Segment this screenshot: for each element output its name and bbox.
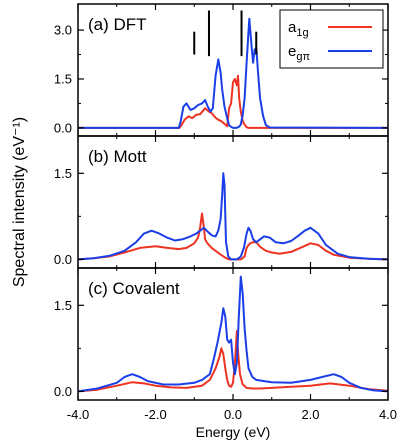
- series-line-a1g: [77, 212, 389, 261]
- panel-label: (b) Mott: [88, 147, 147, 166]
- y-tick-label: 0.0: [54, 252, 72, 267]
- legend-label-subscript: 1g: [296, 27, 308, 39]
- x-tick-label: 0.0: [224, 407, 242, 422]
- x-axis-label: Energy (eV): [196, 424, 271, 440]
- y-tick-label: 3.0: [54, 23, 72, 38]
- panels: 0.0 1.5 3.0 (a) DFT 0.0 1.5 (b) Mott 0.0 1.5 (c) …: [54, 3, 397, 422]
- legend-label-subscript: gπ: [296, 51, 310, 63]
- y-axis-label: Spectral intensity (eV⁻¹): [11, 117, 28, 287]
- x-tick-label: 2.0: [301, 407, 319, 422]
- series-line-a1g: [77, 330, 389, 393]
- panel-1: 0.0 1.5 3.0 (a) DFT: [54, 3, 389, 137]
- series-line-egpi: [77, 275, 389, 393]
- y-tick-label: 0.0: [54, 120, 72, 135]
- panel-label: (c) Covalent: [88, 279, 180, 298]
- y-tick-label: 1.5: [54, 298, 72, 313]
- panel-label: (a) DFT: [88, 15, 147, 34]
- y-tick-label: 1.5: [54, 166, 72, 181]
- panel-3: 0.0 1.5 (c) Covalent: [54, 267, 389, 401]
- x-tick-label: -2.0: [144, 407, 166, 422]
- x-tick-label: 4.0: [379, 407, 397, 422]
- legend-box: [279, 9, 384, 69]
- series-line-a1g: [78, 74, 388, 129]
- x-tick-label: -4.0: [67, 407, 89, 422]
- series-line-egpi: [77, 172, 389, 261]
- y-tick-label: 0.0: [54, 384, 72, 399]
- y-tick-label: 1.5: [54, 71, 72, 86]
- panel-2: 0.0 1.5 (b) Mott: [54, 135, 389, 269]
